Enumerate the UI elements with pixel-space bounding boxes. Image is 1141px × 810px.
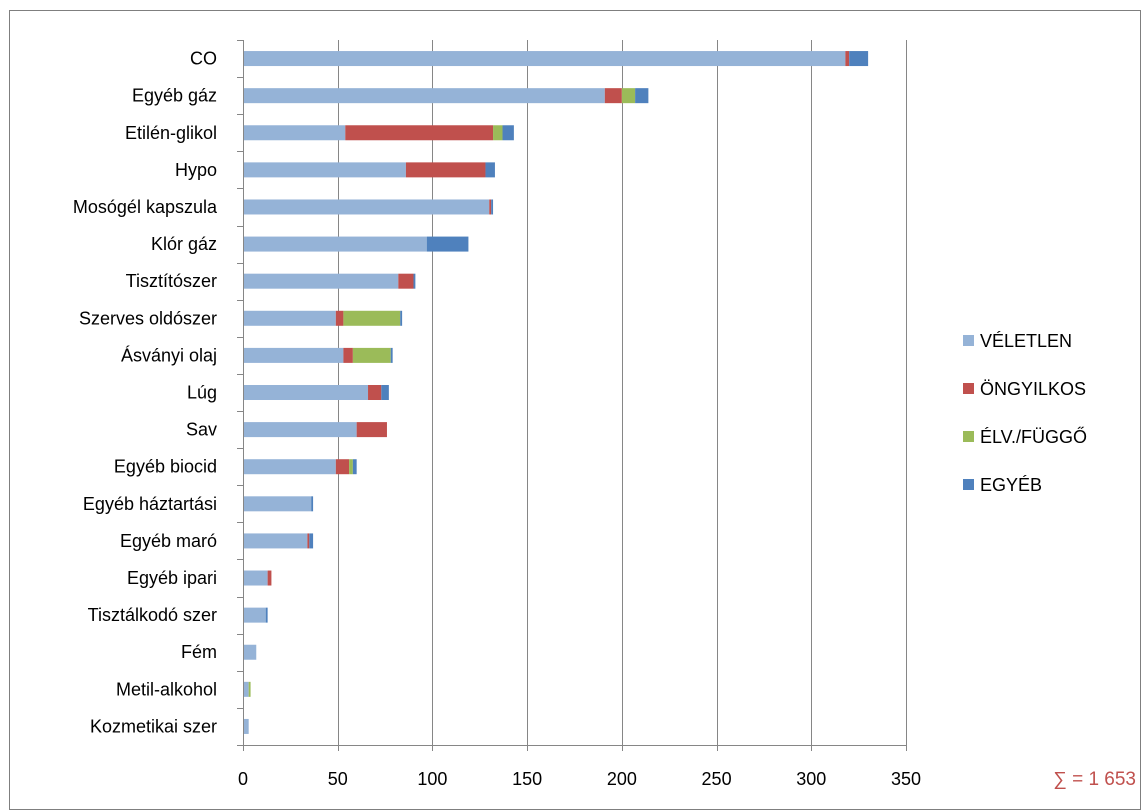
bar-segment-s1-c10 (356, 422, 387, 438)
bar-segment-s1-c8 (343, 347, 353, 363)
bar-segment-s3-c7 (400, 310, 403, 326)
legend-label: ÖNGYILKOS (980, 379, 1086, 399)
bar-segment-s1-c14 (267, 570, 272, 586)
bar-segment-s1-c9 (368, 385, 382, 400)
bar-segment-s0-c11 (243, 459, 336, 475)
y-category-label: Egyéb maró (120, 531, 217, 551)
y-category-label: Fém (181, 642, 217, 662)
bar-segment-s0-c0 (243, 51, 846, 67)
bar-segment-s1-c13 (307, 533, 310, 549)
x-tick-label: 300 (796, 769, 826, 789)
y-category-label: Lúg (187, 383, 217, 403)
bar-segment-s2-c2 (493, 125, 503, 141)
bar-segment-s1-c1 (604, 88, 622, 104)
x-tick-label: 350 (891, 769, 921, 789)
bar-segment-s0-c7 (243, 310, 336, 326)
bar-segment-s3-c8 (390, 347, 393, 363)
legend-swatch (963, 335, 974, 346)
sum-annotation: ∑ = 1 653 (1053, 769, 1136, 790)
bar-segment-s3-c5 (426, 236, 469, 252)
x-tick-label: 0 (238, 769, 248, 789)
bar-segment-s0-c17 (243, 681, 249, 697)
bar-segment-s2-c17 (248, 681, 251, 697)
legend-label: VÉLETLEN (980, 331, 1072, 351)
y-category-label: Tisztítószer (126, 271, 217, 291)
bar-segment-s1-c6 (398, 273, 414, 289)
bar-segment-s0-c4 (243, 199, 490, 215)
bar-segment-s3-c9 (381, 385, 389, 400)
bar-segment-s0-c5 (243, 236, 427, 252)
bar-segment-s1-c11 (335, 459, 350, 475)
y-category-label: Metil-alkohol (116, 679, 217, 699)
bar-segment-s3-c1 (635, 88, 649, 104)
bar-segment-s3-c12 (311, 496, 314, 512)
y-category-label: Etilén-glikol (125, 123, 217, 143)
legend-swatch (963, 431, 974, 442)
bar-segment-s3-c13 (309, 533, 314, 549)
legend: VÉLETLEN ÖNGYILKOS ÉLV./FÜGGŐ EGYÉB (963, 331, 1087, 495)
bar-segment-s0-c12 (243, 496, 312, 512)
bar-segment-s0-c8 (243, 347, 344, 363)
bar-segment-s3-c3 (485, 162, 495, 178)
y-category-label: Ásványi olaj (121, 345, 217, 365)
y-category-label: Kozmetikai szer (90, 716, 217, 736)
bar-segment-s1-c3 (405, 162, 486, 178)
legend-swatch (963, 479, 974, 490)
bar-segment-s3-c4 (491, 199, 494, 215)
x-tick-label: 250 (702, 769, 732, 789)
bar-segment-s3-c2 (502, 125, 514, 141)
bar-segment-s0-c2 (243, 125, 346, 141)
bar-segment-s2-c8 (352, 347, 391, 363)
y-category-label: Egyéb ipari (127, 568, 217, 588)
x-tick-label: 200 (607, 769, 637, 789)
bar-segment-s0-c13 (243, 533, 308, 549)
y-category-label: Hypo (175, 160, 217, 180)
bar-segment-s0-c3 (243, 162, 406, 178)
tick-labels: 0 50 100 150 200 250 300 350 CO Egyéb gáz Etilén-g… (73, 49, 921, 789)
y-category-label: Egyéb háztartási (83, 494, 217, 514)
bar-segment-s0-c16 (243, 644, 257, 660)
legend-label: ÉLV./FÜGGŐ (980, 426, 1087, 447)
y-category-label: Tisztálkodó szer (88, 605, 217, 625)
x-tick-label: 100 (417, 769, 447, 789)
bar-segment-s0-c9 (243, 385, 369, 400)
bar-segment-s3-c6 (413, 273, 416, 289)
bar-segment-s0-c1 (243, 88, 605, 104)
axes (237, 40, 907, 751)
y-category-label: Klór gáz (151, 234, 217, 254)
bar-segment-s2-c7 (343, 310, 401, 326)
bar-segment-s0-c15 (243, 607, 266, 623)
bar-segment-s1-c7 (335, 310, 344, 326)
bar-segment-s2-c11 (349, 459, 353, 475)
bar-segment-s2-c1 (621, 88, 636, 104)
bar-segment-s0-c10 (243, 422, 357, 438)
bars (243, 51, 869, 734)
bar-segment-s3-c11 (352, 459, 357, 475)
y-category-label: Mosógél kapszula (73, 197, 218, 217)
bar-segment-s0-c14 (243, 570, 268, 586)
y-category-label: Szerves oldószer (79, 308, 217, 328)
y-category-label: Egyéb biocid (114, 457, 217, 477)
bar-segment-s0-c6 (243, 273, 399, 289)
bar-segment-s3-c15 (265, 607, 268, 623)
y-category-label: CO (190, 49, 217, 69)
bar-segment-s1-c2 (345, 125, 494, 141)
legend-swatch (963, 383, 974, 394)
chart-border (9, 10, 1141, 810)
legend-label: EGYÉB (980, 475, 1042, 495)
bar-segment-s1-c0 (845, 51, 850, 67)
gridlines (338, 40, 907, 745)
x-tick-label: 50 (328, 769, 348, 789)
y-category-label: Egyéb gáz (132, 86, 217, 106)
bar-segment-s1-c4 (489, 199, 492, 215)
x-tick-label: 150 (512, 769, 542, 789)
bar-segment-s0-c18 (243, 718, 249, 734)
y-category-label: Sav (186, 420, 217, 440)
bar-segment-s3-c0 (849, 51, 869, 67)
